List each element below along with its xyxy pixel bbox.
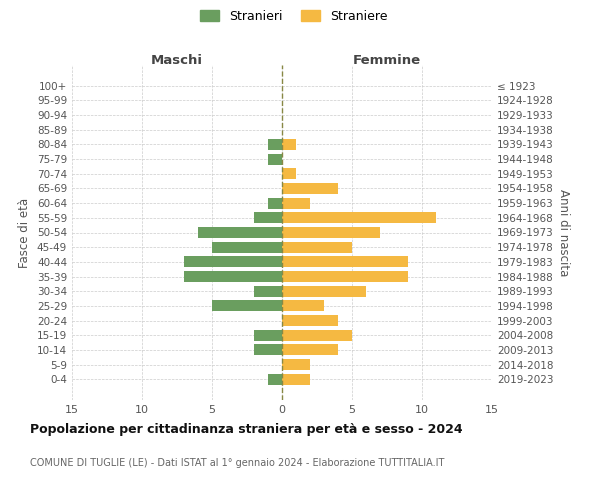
Bar [282,242,352,252]
Bar [282,300,324,312]
Bar [198,227,282,238]
Text: COMUNE DI TUGLIE (LE) - Dati ISTAT al 1° gennaio 2024 - Elaborazione TUTTITALIA.: COMUNE DI TUGLIE (LE) - Dati ISTAT al 1°… [30,458,445,468]
Bar [268,198,282,208]
Bar [282,330,352,340]
Bar [254,286,282,296]
Text: Femmine: Femmine [353,54,421,66]
Bar [282,286,366,296]
Bar [282,198,310,208]
Bar [282,315,338,326]
Bar [282,227,380,238]
Bar [212,242,282,252]
Bar [282,168,296,179]
Bar [282,344,338,356]
Bar [268,139,282,150]
Bar [282,374,310,385]
Bar [282,256,408,268]
Bar [268,374,282,385]
Bar [254,212,282,224]
Bar [282,271,408,282]
Bar [268,154,282,164]
Bar [282,183,338,194]
Bar [282,139,296,150]
Bar [254,344,282,356]
Text: Popolazione per cittadinanza straniera per età e sesso - 2024: Popolazione per cittadinanza straniera p… [30,422,463,436]
Legend: Stranieri, Straniere: Stranieri, Straniere [197,6,391,26]
Text: Maschi: Maschi [151,54,203,66]
Bar [212,300,282,312]
Bar [184,256,282,268]
Bar [282,359,310,370]
Y-axis label: Anni di nascita: Anni di nascita [557,189,570,276]
Y-axis label: Fasce di età: Fasce di età [19,198,31,268]
Bar [254,330,282,340]
Bar [282,212,436,224]
Bar [184,271,282,282]
